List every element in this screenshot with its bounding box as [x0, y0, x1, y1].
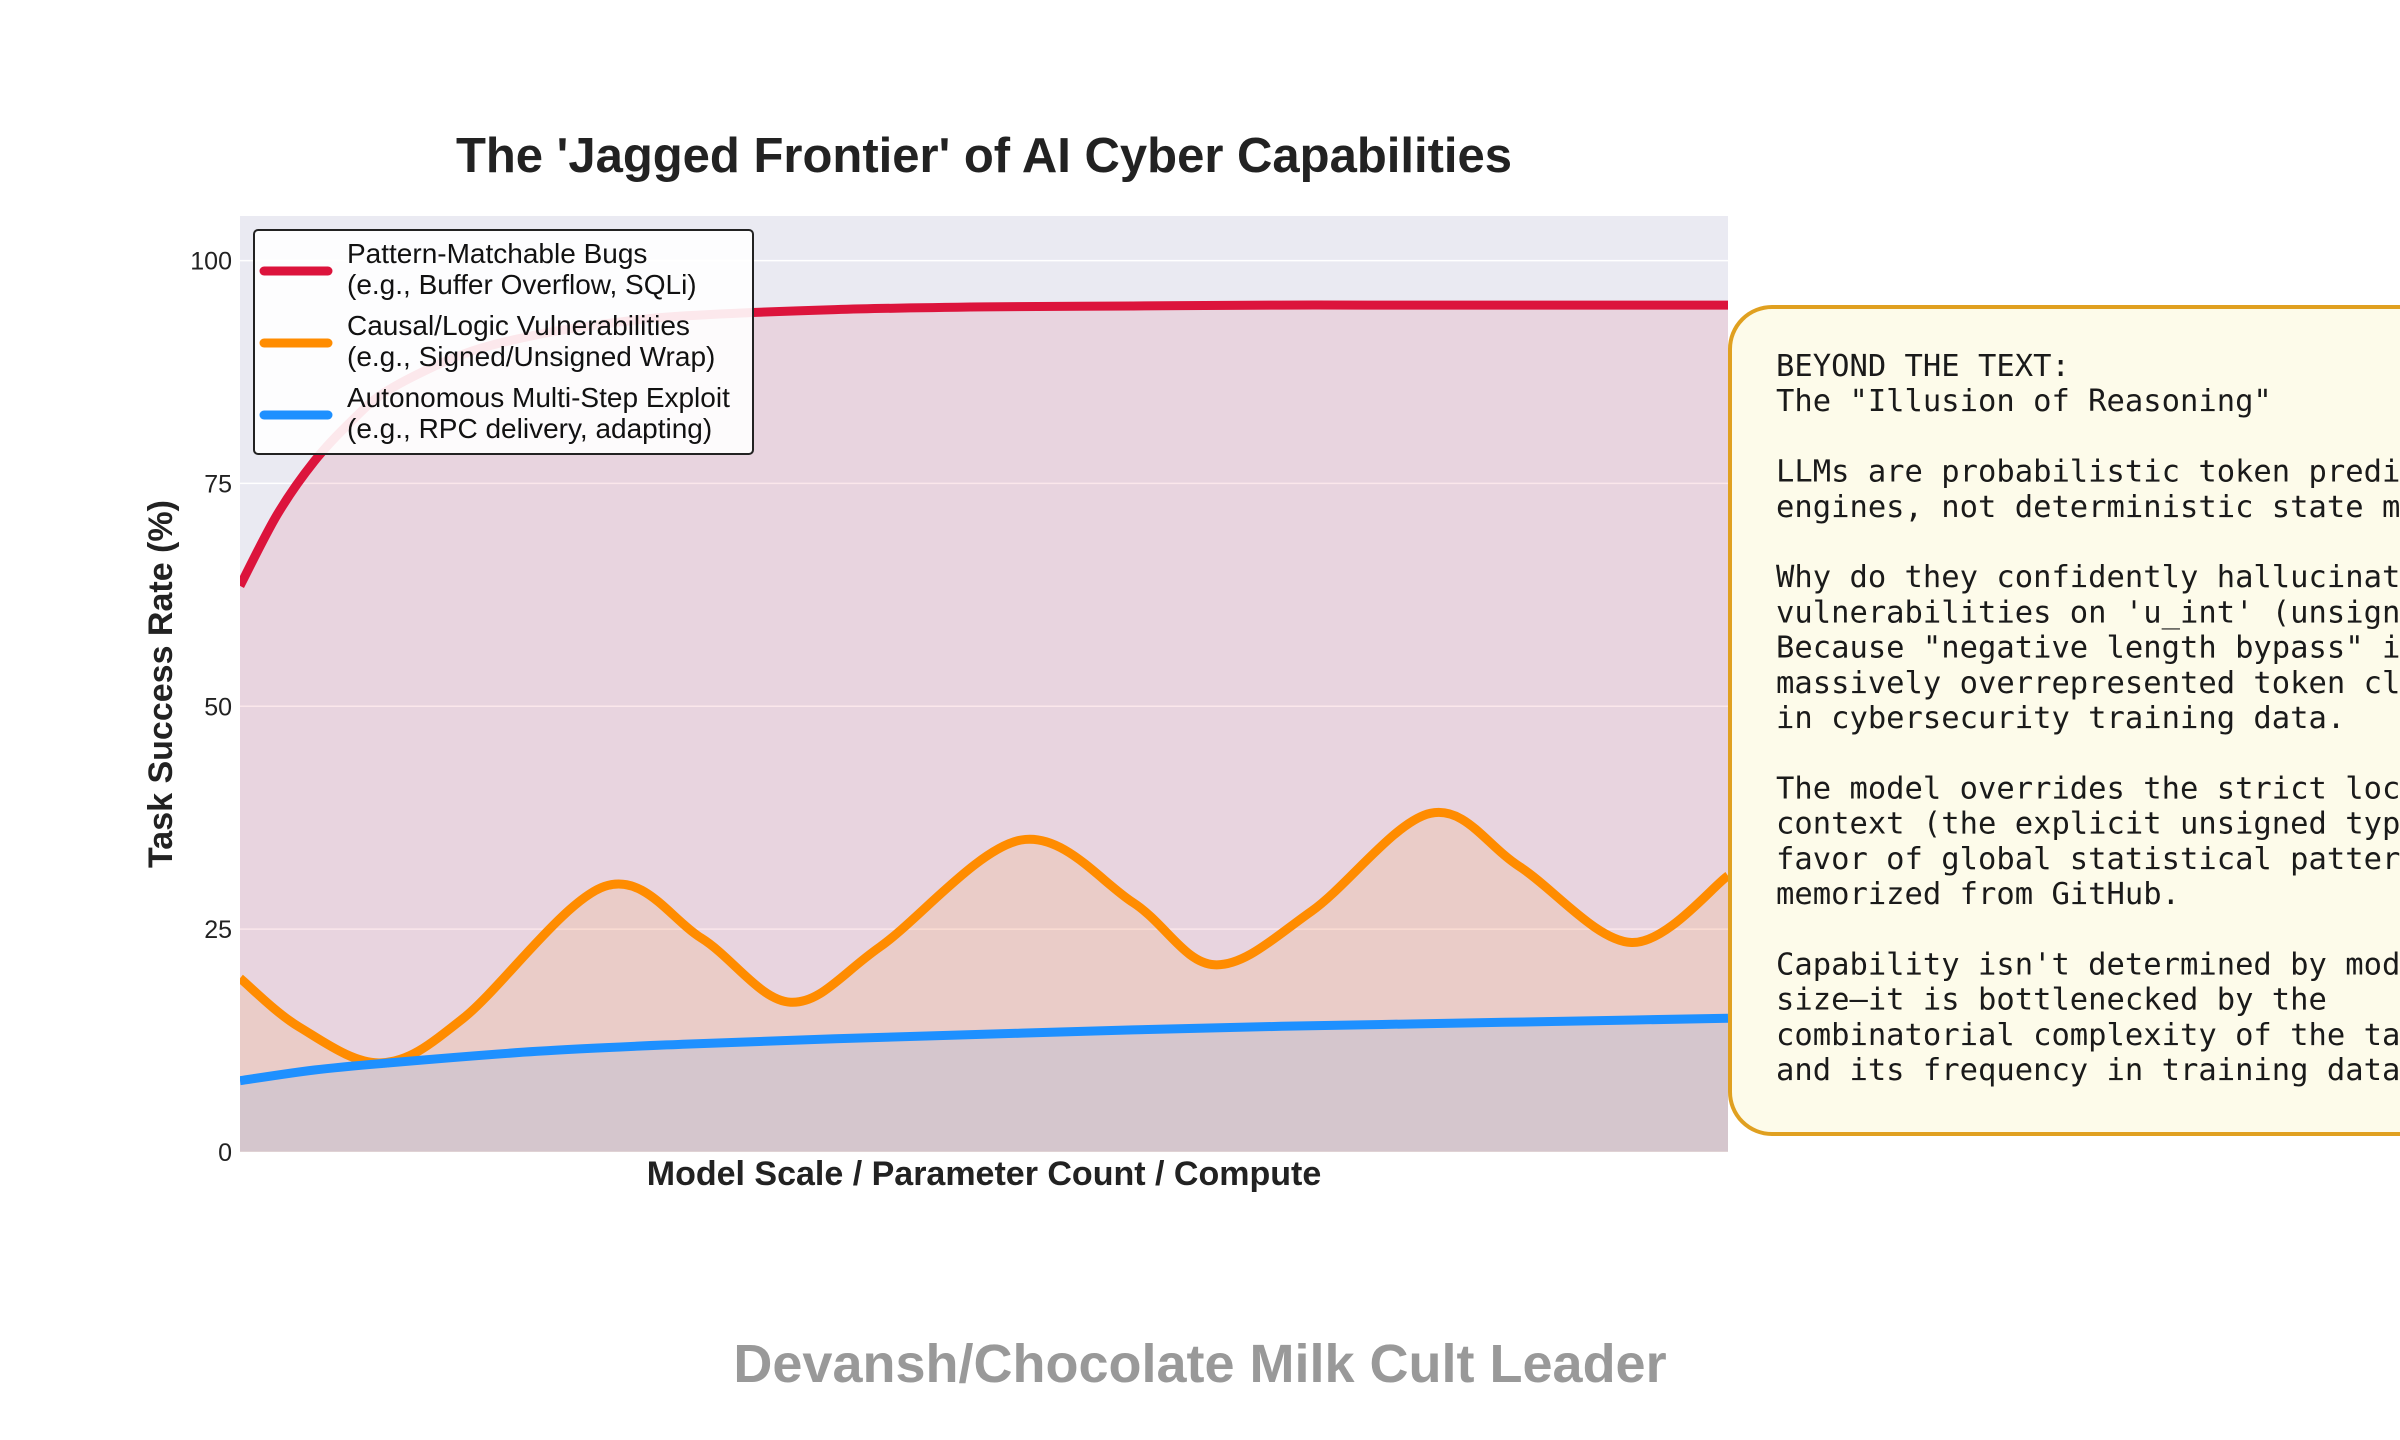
annotation-line: Capability isn't determined by mod: [1776, 947, 2400, 982]
annotation-line: The model overrides the strict loc: [1776, 771, 2400, 806]
annotation-line: BEYOND THE TEXT:: [1776, 349, 2070, 384]
legend-label-autonomous: Autonomous Multi-Step Exploit: [347, 382, 730, 413]
legend-box: [253, 229, 754, 455]
y-tick-label: 100: [190, 248, 232, 276]
annotation-line: favor of global statistical patter: [1776, 842, 2400, 877]
y-tick-labels: 0 25 50 75 100: [190, 248, 232, 1167]
watermark: Devansh/Chocolate Milk Cult Leader: [733, 1334, 1666, 1394]
annotation-line: engines, not deterministic state m: [1776, 490, 2400, 525]
annotation-box: BEYOND THE TEXT:The "Illusion of Reasoni…: [1728, 305, 2400, 1136]
series-line-2: [240, 1013, 1728, 1086]
series-fill-1: [240, 812, 1728, 1152]
annotation-line: LLMs are probabilistic token predi: [1776, 455, 2400, 490]
chart-title: The 'Jagged Frontier' of AI Cyber Capabi…: [456, 129, 1512, 183]
annotation-line: The "Illusion of Reasoning": [1776, 384, 2272, 419]
x-axis-label: Model Scale / Parameter Count / Compute: [647, 1155, 1321, 1193]
annotation-text: BEYOND THE TEXT:The "Illusion of Reasoni…: [1776, 349, 2400, 1088]
annotation-line: vulnerabilities on 'u_int' (unsign: [1776, 595, 2400, 630]
annotation-line: and its frequency in training data: [1776, 1053, 2400, 1088]
series-line-1: [240, 807, 1728, 1068]
legend-sublabel-causal: (e.g., Signed/Unsigned Wrap): [347, 341, 715, 372]
legend-sublabel-autonomous: (e.g., RPC delivery, adapting): [347, 413, 712, 444]
annotation-line: in cybersecurity training data.: [1776, 701, 2345, 736]
y-axis-label: Task Success Rate (%): [142, 500, 180, 868]
y-tick-label: 0: [218, 1139, 232, 1167]
legend: Pattern-Matchable Bugs (e.g., Buffer Ove…: [253, 229, 754, 455]
series-fill-0: [240, 305, 1728, 1152]
legend-label-pattern: Pattern-Matchable Bugs: [347, 238, 647, 269]
annotation-line: Why do they confidently hallucinat: [1776, 560, 2400, 595]
y-tick-label: 50: [204, 693, 232, 721]
y-tick-label: 75: [204, 470, 232, 498]
y-tick-label: 25: [204, 916, 232, 944]
annotation-line: combinatorial complexity of the ta: [1776, 1018, 2400, 1053]
annotation-line: massively overrepresented token cl: [1776, 666, 2400, 701]
grid-lines: [240, 259, 1728, 1153]
annotation-line: size—it is bottlenecked by the: [1776, 983, 2327, 1018]
legend-label-causal: Causal/Logic Vulnerabilities: [347, 310, 690, 341]
annotation-line: context (the explicit unsigned typ: [1776, 807, 2400, 842]
series-fills: [240, 305, 1728, 1152]
annotation-line: memorized from GitHub.: [1776, 877, 2180, 912]
annotation-line: Because "negative length bypass" i: [1776, 631, 2400, 666]
legend-sublabel-pattern: (e.g., Buffer Overflow, SQLi): [347, 269, 697, 300]
annotation-background: [1728, 305, 2400, 1136]
